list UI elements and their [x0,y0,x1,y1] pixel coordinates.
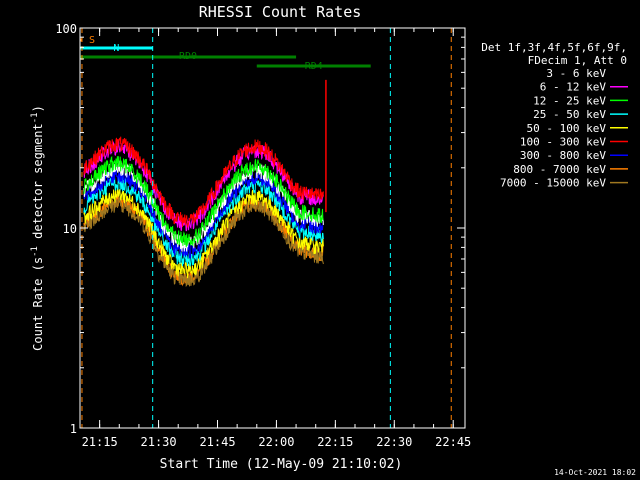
legend-entry-label: 25 - 50 keV [533,108,606,121]
y-axis-label-main: Count Rate (s [31,257,45,351]
footer-timestamp: 14-Oct-2021 18:02 [554,468,636,477]
attenuator-label: S [89,35,95,46]
x-tick-label: 22:15 [317,435,353,449]
attenuator-label: N [113,43,119,54]
y-axis-label-end: ) [31,105,45,112]
legend-entry-label: 6 - 12 keV [540,81,607,94]
legend-entry-label: 3 - 6 keV [546,67,606,80]
chart-title: RHESSI Count Rates [199,3,362,21]
series-line [83,186,324,279]
series-line [83,136,324,228]
x-tick-label: 21:15 [82,435,118,449]
x-axis-label: Start Time (12-May-09 21:10:02) [160,457,403,472]
x-tick-label: 21:30 [141,435,177,449]
y-tick-label: 1 [70,422,77,436]
legend-entry-label: 12 - 25 keV [533,94,606,107]
series-line [83,155,324,248]
y-tick-label: 10 [63,222,77,236]
x-tick-label: 21:45 [199,435,235,449]
legend-entry-label: 300 - 800 keV [520,149,606,162]
y-axis-label-sup1: -1 [30,246,40,257]
legend-entry-label: 800 - 7000 keV [513,163,606,176]
y-axis-label: Count Rate (s-1 detector segment-1) [30,105,45,351]
attenuator-label: RD4 [305,61,323,72]
y-tick-label: 100 [55,22,77,36]
attenuator-markers: S N RD0 RD4 [80,28,452,428]
y-axis-label-mid: detector segment [31,123,45,246]
series-line [83,197,324,288]
legend-header-1: Det 1f,3f,4f,5f,6f,9f, [481,41,627,54]
legend-entry-label: 100 - 300 keV [520,136,606,149]
axis-ticks: 1 10 100 21:15 21:30 21:45 22:00 22:15 22:30 22:4… [55,22,471,449]
legend-header-2: FDecim 1, Att 0 [528,54,627,67]
legend: Det 1f,3f,4f,5f,6f,9f, FDecim 1, Att 0 3… [481,41,628,190]
y-axis-label-sup2: -1 [30,112,40,123]
legend-entry-label: 7000 - 15000 keV [500,177,606,190]
attenuator-label: RD0 [179,51,197,62]
series-line [83,168,324,259]
x-tick-label: 22:00 [258,435,294,449]
legend-entry-label: 50 - 100 keV [527,122,607,135]
data-lines [83,79,327,288]
x-tick-label: 22:30 [376,435,412,449]
x-tick-label: 22:45 [435,435,471,449]
